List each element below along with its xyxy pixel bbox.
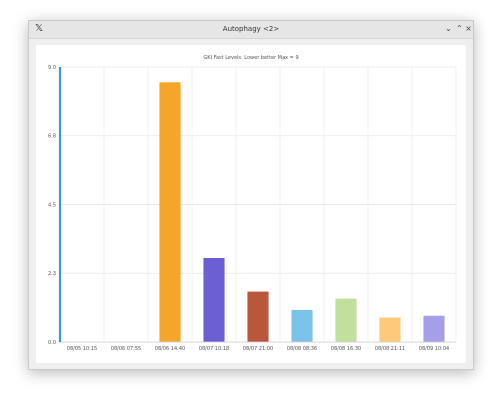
bar[interactable] [423,315,445,342]
x-tick-label: 08/07 21:00 [243,346,273,352]
bar[interactable] [379,317,401,342]
y-tick-label: 9.0 [48,65,56,71]
x-tick-label: 08/06 07:55 [111,346,141,352]
x-tick-label: 08/08 21:11 [375,346,405,352]
bar-chart: GKI Fast Levels: Lower better Max = 9 0.… [48,55,457,352]
x-tick-label: 08/06 14:40 [155,346,185,352]
window-title: Autophagy <2> [222,25,280,33]
x-tick-label: 08/08 16:30 [331,346,361,352]
bar[interactable] [335,298,357,342]
y-tick-label: 4.5 [48,202,56,208]
y-tick-label: 6.8 [48,134,56,140]
bars [159,82,445,343]
y-tick-label: 2.3 [48,271,56,277]
x-tick-label: 08/05 10:15 [67,346,97,352]
bar[interactable] [203,257,225,342]
x-tick-label: 08/07 10:18 [199,346,229,352]
y-tick-label: 0.0 [48,340,56,346]
maximize-icon[interactable]: ⌃ [456,24,463,33]
bar[interactable] [247,291,269,342]
app-window: 𝕏 Autophagy <2> ⌄ ⌃ × GKI Fast Levels: L… [28,20,474,370]
x-tick-label: 08/08 08:36 [287,346,317,352]
chart-title: GKI Fast Levels: Lower better Max = 9 [203,55,298,61]
x-app-icon: 𝕏 [34,23,44,34]
x-tick-label: 08/09 10:04 [419,346,449,352]
grid [59,66,457,343]
bar[interactable] [291,309,313,342]
bar[interactable] [159,82,181,343]
close-icon[interactable]: × [465,24,472,33]
axes: 0.0 2.3 4.5 6.8 9.0 08/05 10:15 08/06 07:55 08/… [48,65,456,352]
title-bar[interactable]: 𝕏 Autophagy <2> ⌄ ⌃ × [29,21,473,39]
minimize-icon[interactable]: ⌄ [445,24,452,33]
chart-area: GKI Fast Levels: Lower better Max = 9 0.… [36,45,466,363]
